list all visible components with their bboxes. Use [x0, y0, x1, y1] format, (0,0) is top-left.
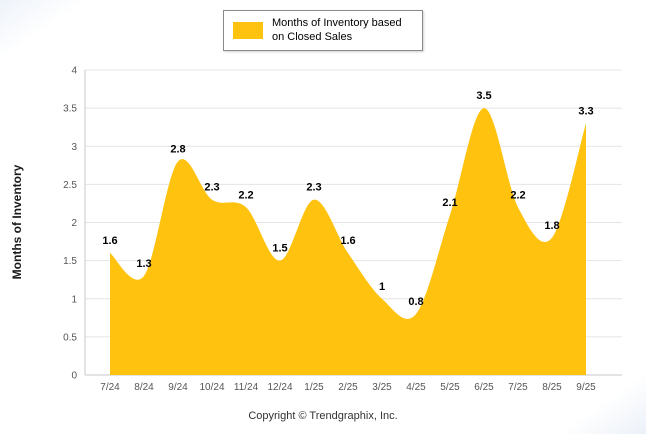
y-tick-label: 4 [71, 66, 77, 77]
x-tick-label: 7/24 [100, 382, 120, 393]
legend-label: Months of Inventory based on Closed Sale… [272, 17, 402, 44]
point-label: 2.3 [306, 182, 321, 194]
x-tick-label: 7/25 [508, 382, 528, 393]
point-label: 1.6 [102, 235, 117, 247]
x-tick-label: 5/25 [440, 382, 460, 393]
point-label: 3.3 [578, 105, 593, 117]
point-label: 3.5 [476, 90, 491, 102]
copyright-text: Copyright © Trendgraphix, Inc. [248, 410, 398, 422]
point-label: 2.3 [204, 182, 219, 194]
legend-swatch-icon [233, 21, 263, 39]
x-tick-label: 10/24 [199, 382, 224, 393]
x-tick-label: 2/25 [338, 382, 358, 393]
x-tick-label: 9/24 [168, 382, 188, 393]
y-tick-label: 0.5 [63, 332, 77, 343]
y-tick-label: 1.5 [63, 256, 77, 267]
x-tick-label: 8/24 [134, 382, 154, 393]
point-label: 1.6 [340, 235, 355, 247]
x-tick-label: 6/25 [474, 382, 494, 393]
point-label: 2.1 [442, 197, 457, 209]
point-label: 2.8 [170, 144, 185, 156]
y-axis-title: Months of Inventory [10, 164, 24, 280]
y-tick-label: 0 [71, 371, 77, 382]
area-series [110, 108, 586, 375]
point-label: 1.8 [544, 220, 559, 232]
point-label: 0.8 [408, 296, 423, 308]
x-tick-label: 12/24 [267, 382, 292, 393]
point-label: 1.5 [272, 243, 287, 255]
legend: Months of Inventory based on Closed Sale… [223, 10, 423, 51]
y-tick-label: 3 [71, 142, 77, 153]
y-tick-label: 2.5 [63, 180, 77, 191]
y-tick-label: 2 [71, 218, 77, 229]
y-tick-label: 1 [71, 294, 77, 305]
x-tick-label: 9/25 [576, 382, 596, 393]
x-tick-label: 8/25 [542, 382, 562, 393]
y-tick-label: 3.5 [63, 104, 77, 115]
point-label: 2.2 [510, 189, 525, 201]
point-label: 1 [379, 281, 385, 293]
point-label: 1.3 [136, 258, 151, 270]
x-tick-label: 3/25 [372, 382, 392, 393]
x-tick-label: 1/25 [304, 382, 324, 393]
x-tick-label: 4/25 [406, 382, 426, 393]
x-tick-label: 11/24 [234, 382, 259, 393]
point-label: 2.2 [238, 189, 253, 201]
